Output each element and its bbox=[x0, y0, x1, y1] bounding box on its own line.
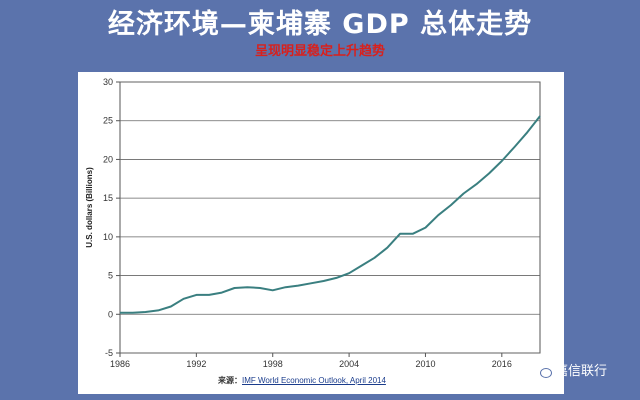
x-tick-label: 1992 bbox=[186, 359, 206, 369]
x-tick-label: 1998 bbox=[263, 359, 283, 369]
chart-source: 来源：IMF World Economic Outlook, April 201… bbox=[218, 375, 386, 386]
x-tick-label: 2010 bbox=[415, 359, 435, 369]
y-tick-label: 20 bbox=[103, 154, 113, 164]
y-tick-label: 5 bbox=[108, 271, 113, 281]
plot-area bbox=[119, 81, 541, 354]
x-tick-label: 1986 bbox=[110, 359, 130, 369]
y-tick-label: 0 bbox=[108, 309, 113, 319]
chart-panel: -5 0 5 10 15 20 25 30 1986 1992 1998 2004 2010 2016 U.… bbox=[78, 72, 564, 394]
gdp-series-line bbox=[120, 115, 541, 314]
slide-title: 经济环境—柬埔寨 GDP 总体走势 bbox=[107, 9, 533, 40]
gdp-line-chart: -5 0 5 10 15 20 25 30 1986 1992 1998 2004 2010 2016 U.… bbox=[85, 77, 541, 369]
watermark: 嘉信联行 bbox=[533, 360, 607, 379]
x-tick-label: 2004 bbox=[339, 359, 359, 369]
y-tick-label: 30 bbox=[103, 77, 113, 87]
slide-subtitle: 呈现明显稳定上升趋势 bbox=[254, 44, 385, 59]
y-tick-label: 15 bbox=[103, 193, 113, 203]
watermark-text: 嘉信联行 bbox=[555, 364, 608, 379]
wechat-icon bbox=[533, 362, 552, 378]
y-tick-label: 10 bbox=[103, 232, 113, 242]
source-label: 来源： bbox=[218, 376, 242, 385]
source-text[interactable]: IMF World Economic Outlook, April 2014 bbox=[242, 376, 386, 385]
y-axis-label: U.S. dollars (Billions) bbox=[85, 167, 94, 248]
y-tick-label: -5 bbox=[105, 348, 113, 358]
x-tick-label: 2016 bbox=[492, 359, 512, 369]
y-tick-label: 25 bbox=[103, 116, 113, 126]
